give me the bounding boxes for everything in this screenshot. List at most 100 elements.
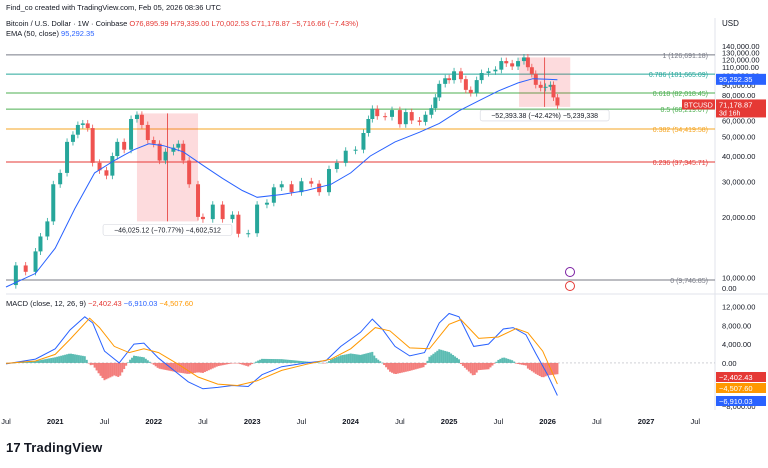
candle-body: [97, 162, 102, 171]
macd-histogram-bar: [266, 358, 269, 363]
macd-histogram-bar: [40, 359, 43, 363]
macd-histogram-bar: [162, 362, 165, 370]
price-tick-label: 10,000.00: [722, 274, 755, 283]
macd-histogram-bar: [58, 356, 61, 363]
macd-histogram-bar: [129, 359, 132, 363]
macd-histogram-bar: [347, 353, 350, 363]
candle-body: [551, 84, 556, 98]
macd-histogram-bar: [75, 354, 78, 363]
candle-body: [486, 71, 491, 73]
candle-body: [538, 84, 543, 88]
macd-histogram-bar: [501, 357, 504, 363]
macd-histogram-bar: [123, 362, 126, 370]
x-tick-label: Jul: [494, 417, 504, 426]
macd-histogram-bar: [99, 362, 102, 376]
macd-histogram-bar: [251, 362, 254, 365]
macd-histogram-bar: [64, 354, 67, 363]
macd-histogram-bar: [30, 361, 33, 363]
macd-histogram-bar: [550, 362, 553, 375]
macd-histogram-bar: [554, 362, 557, 375]
macd-histogram-bar: [239, 362, 242, 365]
macd-histogram-bar: [209, 362, 212, 370]
symbol-tag-box: [682, 99, 715, 110]
macd-histogram-bar: [371, 351, 374, 363]
candle-body: [151, 140, 156, 144]
candle-body: [479, 72, 484, 81]
candle-body: [429, 108, 434, 115]
price-tick-label: 0.00: [722, 284, 737, 293]
macd-histogram-bar: [483, 362, 486, 370]
ema-label: EMA (50, close): [6, 29, 59, 38]
macd-histogram-bar: [471, 362, 474, 376]
macd-histogram-bar: [355, 354, 358, 363]
macd-histogram-bar: [138, 356, 141, 363]
macd-histogram-bar: [91, 362, 94, 365]
macd-signal-value: −4,507.60: [159, 299, 194, 308]
macd-histogram-bar: [144, 358, 147, 363]
macd-histogram-bar: [97, 362, 100, 374]
x-tick-label: Jul: [592, 417, 602, 426]
macd-histogram-bar: [448, 352, 451, 363]
candle-body: [104, 170, 109, 176]
macd-histogram-bar: [52, 357, 55, 363]
price-tick-label: 140,000.00: [722, 42, 760, 51]
macd-histogram-bar: [107, 362, 110, 379]
candle-body: [463, 79, 468, 90]
macd-histogram-bar: [316, 362, 319, 363]
x-tick-label: Jul: [297, 417, 307, 426]
macd-histogram-bar: [503, 357, 506, 363]
tradingview-logo: 17 TradingView: [6, 440, 103, 455]
macd-histogram-bar: [284, 359, 287, 363]
macd-histogram-bar: [475, 362, 478, 373]
last-price-countdown: 3d 16h: [719, 110, 741, 117]
macd-histogram-bar: [198, 362, 201, 373]
macd-histogram-bar: [434, 352, 437, 363]
macd-histogram-bar: [339, 355, 342, 363]
macd-histogram-bar: [136, 356, 139, 363]
macd-histogram-bar: [392, 362, 395, 374]
macd-histogram-bar: [379, 361, 382, 363]
macd-histogram-bar: [513, 361, 516, 363]
macd-histogram-bar: [117, 362, 120, 377]
macd-tick-label: 0.00: [722, 359, 737, 368]
x-tick-label: 2021: [47, 417, 64, 426]
macd-histogram-bar: [302, 361, 305, 363]
candle-body: [443, 78, 448, 84]
macd-tick-label: 4,000.00: [722, 340, 751, 349]
x-tick-label: 2026: [539, 417, 556, 426]
macd-histogram-bar: [261, 358, 264, 363]
candle-body: [90, 128, 95, 163]
candle-body: [397, 110, 402, 125]
macd-histogram-bar: [456, 357, 459, 363]
macd-histogram-bar: [253, 362, 256, 364]
flag-event-icon: [565, 281, 575, 291]
macd-histogram-bar: [221, 362, 224, 366]
macd-histogram-bar: [249, 362, 252, 366]
macd-histogram-bar: [259, 359, 262, 363]
candle-body: [58, 172, 63, 185]
macd-histogram-bar: [290, 360, 293, 363]
candle-body: [383, 116, 388, 118]
x-tick-label: 2022: [145, 417, 162, 426]
macd-histogram-bar: [268, 358, 271, 363]
macd-histogram-bar: [176, 362, 179, 373]
macd-signal-tag: −4,507.60: [719, 384, 753, 393]
macd-histogram-bar: [213, 362, 216, 368]
candle-body: [516, 61, 521, 67]
price-tick-label: 20,000.00: [722, 213, 755, 222]
candle-body: [361, 133, 366, 150]
macd-histogram-bar: [383, 362, 386, 366]
macd-histogram-bar: [454, 356, 457, 363]
macd-histogram-bar: [243, 362, 246, 366]
macd-histogram-bar: [298, 360, 301, 363]
macd-histogram-bar: [365, 353, 368, 363]
macd-histogram-bar: [87, 362, 90, 364]
x-tick-label: Jul: [198, 417, 208, 426]
macd-histogram-bar: [121, 362, 124, 373]
macd-histogram-bar: [46, 358, 49, 363]
price-tick-label: 60,000.00: [722, 116, 755, 125]
macd-histogram-bar: [278, 359, 281, 363]
macd-histogram-bar: [194, 362, 197, 373]
macd-histogram-bar: [26, 361, 29, 363]
x-tick-label: Jul: [100, 417, 110, 426]
